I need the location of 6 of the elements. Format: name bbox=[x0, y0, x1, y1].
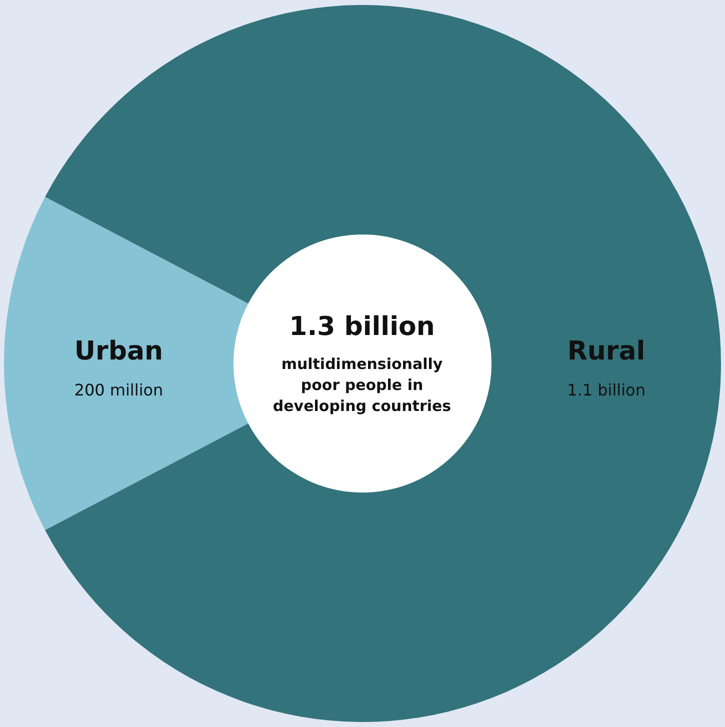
slice-label: Urban bbox=[74, 336, 164, 366]
data-label: 1.1 billion bbox=[567, 380, 646, 400]
text: 1.3 billion bbox=[288, 312, 436, 342]
data-label: 200 million bbox=[74, 380, 164, 400]
slice-label: Rural bbox=[567, 336, 646, 366]
text: multidimensionally poor people in developing countries bbox=[272, 354, 452, 417]
